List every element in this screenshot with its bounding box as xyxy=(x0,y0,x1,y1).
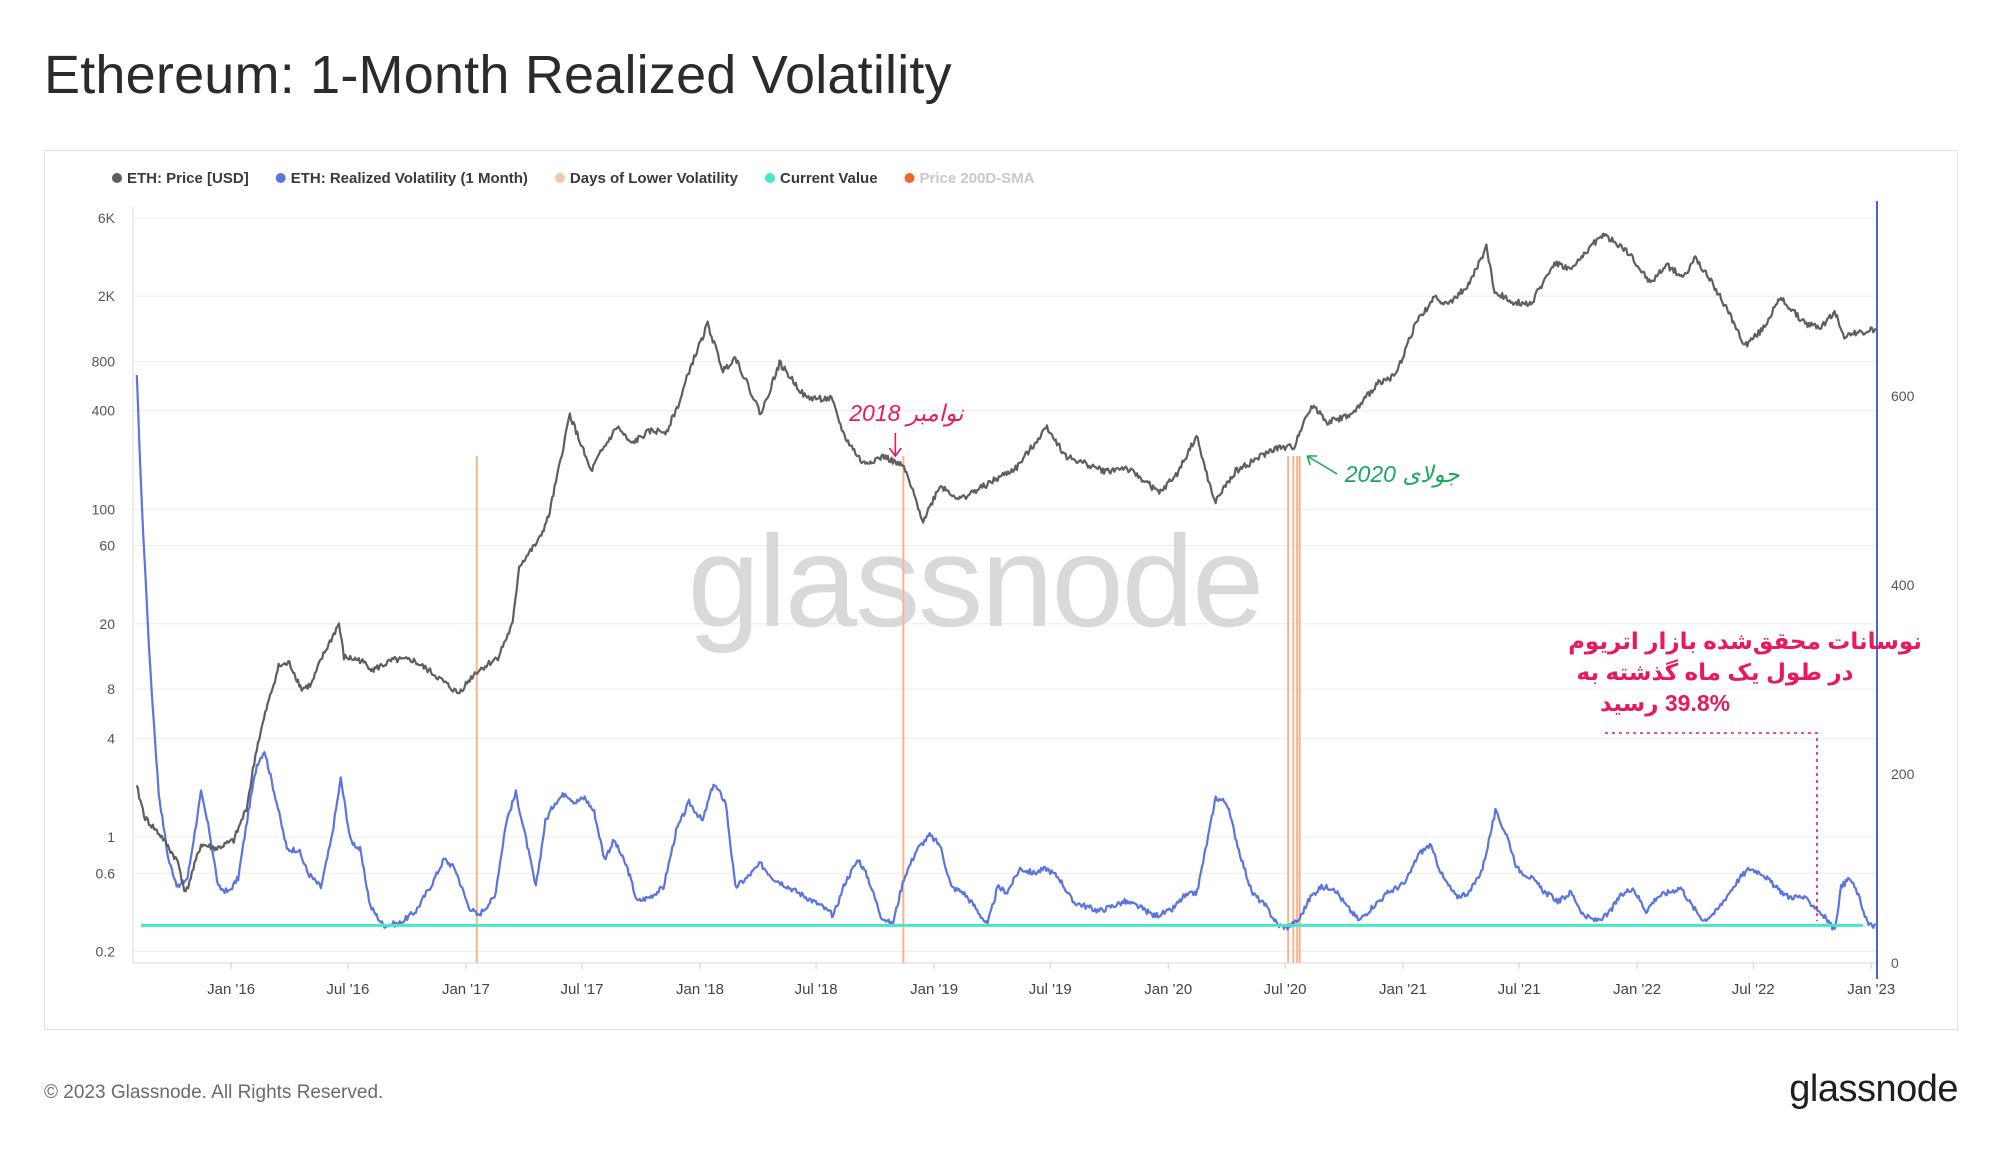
legend-dot-2 xyxy=(554,173,565,183)
legend-dot-0 xyxy=(112,173,122,183)
volatility-line xyxy=(135,374,1877,931)
y-right-tick-2: 200 xyxy=(1891,766,1915,782)
y-left-tick-7: 8 xyxy=(107,681,115,697)
x-tick-label-10: Jan '21 xyxy=(1379,981,1427,998)
annotation-arrow-jul-2020 xyxy=(1306,455,1338,475)
y-left-tick-6: 20 xyxy=(99,616,115,632)
x-tick-label-2: Jan '17 xyxy=(442,981,490,998)
lower-volatility-days xyxy=(475,456,1301,963)
x-tick-label-7: Jul '19 xyxy=(1029,981,1072,998)
legend: ETH: Price [USD] ETH: Realized Volatility… xyxy=(112,170,1035,187)
annotation-current-line-0: نوسانات محقق‌شده بازار اتریوم xyxy=(1568,628,1922,655)
legend-dot-3 xyxy=(765,173,776,183)
x-tick-label-0: Jan '16 xyxy=(207,981,255,998)
y-left-tick-11: 0.2 xyxy=(96,943,116,959)
chart: ETH: Price [USD] ETH: Realized Volatility… xyxy=(92,170,1922,998)
x-tick-label-11: Jul '21 xyxy=(1498,981,1541,998)
legend-dot-4 xyxy=(904,173,915,183)
x-tick-label-6: Jan '19 xyxy=(910,981,958,998)
annotation-current-line-2: 39.8% رسید xyxy=(1600,690,1730,717)
price-line xyxy=(135,232,1877,893)
legend-label-0: ETH: Price [USD] xyxy=(127,170,249,187)
y-left-tick-2: 800 xyxy=(92,353,116,369)
x-tick-label-14: Jan '23 xyxy=(1847,981,1895,998)
annotation-jul-2020: جولای 2020 xyxy=(1344,461,1461,488)
y-left-tick-5: 60 xyxy=(99,538,115,554)
y-left-tick-4: 100 xyxy=(92,501,116,517)
y-left-tick-1: 2K xyxy=(98,288,116,304)
x-tick-label-5: Jul '18 xyxy=(795,981,838,998)
series-layer xyxy=(135,232,1877,931)
y-left-tick-8: 4 xyxy=(107,730,115,746)
x-tick-label-8: Jan '20 xyxy=(1144,981,1192,998)
gridlines xyxy=(133,217,1877,952)
x-tick-label-9: Jul '20 xyxy=(1264,981,1307,998)
annotation-nov-2018: نوامبر 2018 xyxy=(848,400,965,427)
y-right-tick-3: 0 xyxy=(1891,955,1899,971)
x-tick-label-12: Jan '22 xyxy=(1613,981,1661,998)
watermark-text: glassnode xyxy=(688,508,1263,654)
page-title: Ethereum: 1-Month Realized Volatility xyxy=(44,45,952,105)
legend-label-3: Current Value xyxy=(780,170,878,187)
y-right-tick-1: 400 xyxy=(1891,577,1915,593)
y-left-tick-9: 1 xyxy=(107,829,115,845)
chart-panel: ETH: Price [USD] ETH: Realized Volatility… xyxy=(44,150,1958,1030)
annotation-current-pointer xyxy=(1605,732,1818,921)
brand-logo: glassnode xyxy=(1789,1068,1958,1110)
y-right-tick-0: 600 xyxy=(1891,388,1915,404)
axes: 6K 2K 800 400 100 60 20 8 4 1 0.6 0.2 600 400 200 0 Jan … xyxy=(92,201,1915,998)
legend-label-1: ETH: Realized Volatility (1 Month) xyxy=(291,170,528,187)
y-left-tick-0: 6K xyxy=(98,210,116,226)
x-tick-label-13: Jul '22 xyxy=(1732,981,1775,998)
y-left-tick-10: 0.6 xyxy=(96,865,116,881)
legend-label-2: Days of Lower Volatility xyxy=(570,170,739,187)
legend-dot-1 xyxy=(275,173,286,183)
annotations: نوامبر 2018 جولای 2020 نوسانات محقق‌شده با… xyxy=(848,400,1922,921)
legend-label-4: Price 200D-SMA xyxy=(920,170,1035,187)
copyright-text: © 2023 Glassnode. All Rights Reserved. xyxy=(44,1082,384,1103)
x-tick-label-4: Jan '18 xyxy=(676,981,724,998)
annotation-current-line-1: در طول یک ماه گذشته به xyxy=(1577,659,1854,686)
x-tick-label-3: Jul '17 xyxy=(561,981,604,998)
x-tick-label-1: Jul '16 xyxy=(326,981,369,998)
y-left-tick-3: 400 xyxy=(92,403,116,419)
annotation-arrow-nov-2018 xyxy=(888,433,902,458)
